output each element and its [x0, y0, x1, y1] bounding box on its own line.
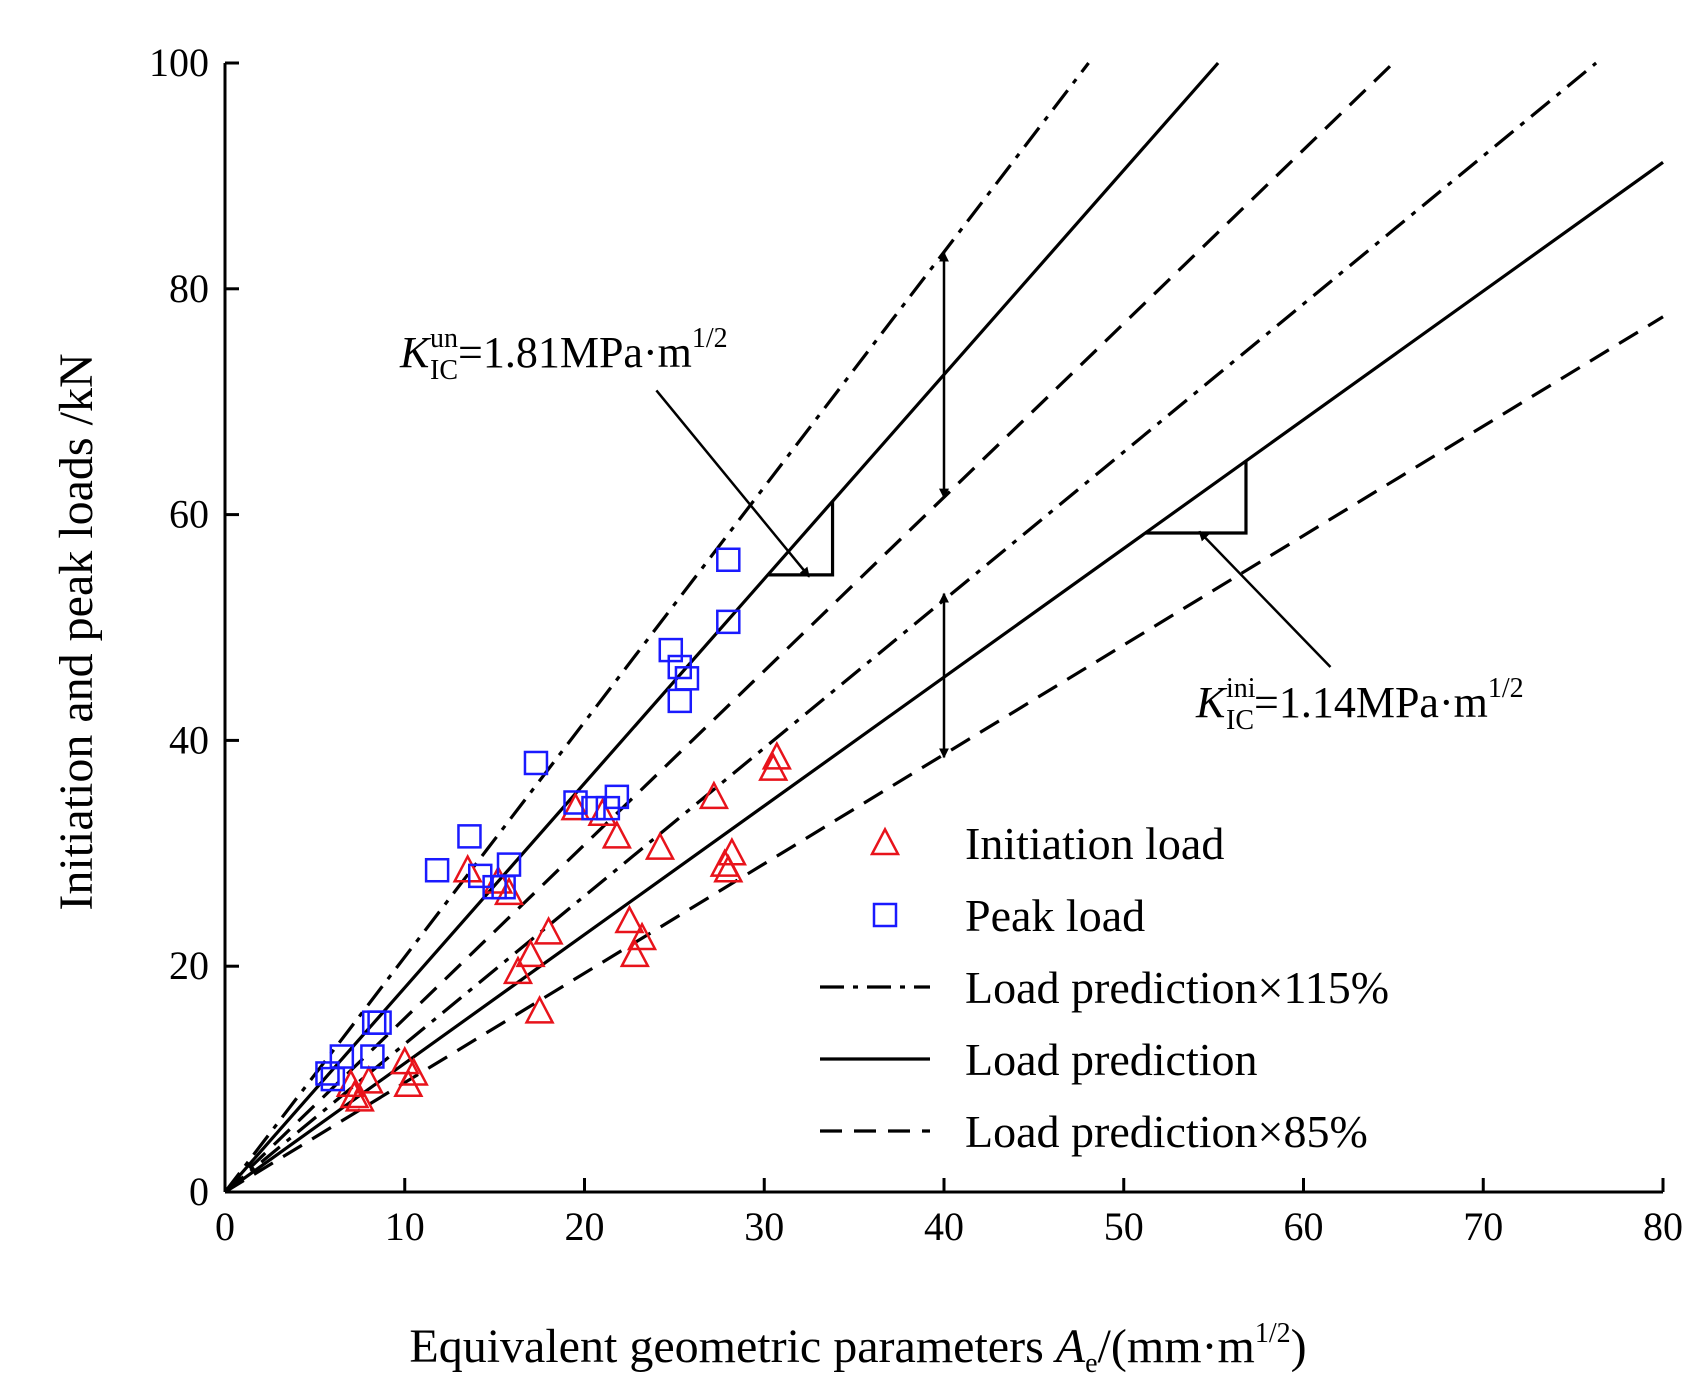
- legend-symbol-initiation: [869, 826, 901, 856]
- initiation-load-point: [398, 1057, 429, 1086]
- peak-load-point: [581, 795, 606, 821]
- x-axis-title-var: A: [1053, 1320, 1086, 1373]
- k-value: =1.14MPa·m: [1254, 678, 1488, 727]
- peak-load-point: [457, 824, 482, 849]
- initiation-load-point: [626, 921, 658, 951]
- k-subscript: IC: [1226, 705, 1254, 736]
- initiation-load-point: [515, 938, 546, 968]
- initiation-load-point: [524, 995, 555, 1024]
- x-axis-title: Equivalent geometric parameters Ae/(mm·m…: [409, 1318, 1306, 1379]
- x-tick-label: 10: [385, 1204, 425, 1249]
- prediction-line-un-dashed: [223, 61, 1395, 1194]
- axes: 0 10 20 30 40 50 60 70 80 0 20 40 60 80 100: [149, 40, 1683, 1249]
- peak-load-point: [315, 1061, 340, 1086]
- peak-load-point: [674, 666, 700, 691]
- x-tick-label: 50: [1104, 1204, 1144, 1249]
- initiation-load-point: [601, 820, 632, 849]
- peak-load-point: [667, 688, 693, 714]
- slope-triangle-ini: [1145, 460, 1248, 535]
- legend-label-peak: Peak load: [965, 890, 1145, 941]
- initiation-load-point: [713, 853, 744, 883]
- k-value: =1.81MPa·m: [458, 328, 692, 377]
- initiation-load-point: [761, 741, 792, 770]
- k-subscript: IC: [430, 355, 458, 386]
- prediction-line-ini-dashed: [224, 315, 1664, 1194]
- pointer-arrow-un: [655, 389, 811, 578]
- y-tick-label: 20: [169, 943, 209, 988]
- peak-load-point: [496, 852, 522, 877]
- initiation-load-point: [619, 938, 650, 968]
- x-axis-title-sub: e: [1085, 1348, 1097, 1379]
- peak-load-point: [716, 547, 741, 573]
- slope-triangle-un: [767, 501, 835, 577]
- k-symbol: K: [399, 328, 432, 377]
- initiation-load-point: [587, 797, 618, 827]
- legend-label-pred: Load prediction: [965, 1034, 1258, 1085]
- y-tick-label: 0: [189, 1169, 209, 1214]
- peak-load-point: [716, 609, 741, 635]
- initiation-load-point: [452, 853, 483, 883]
- k-ic-label-ini: Kini IC=1.14MPa·m1/2: [1195, 673, 1524, 736]
- y-axis-title: Initiation and peak loads /kN: [50, 353, 103, 910]
- x-tick-label: 60: [1284, 1204, 1324, 1249]
- initiation-load-point: [533, 916, 564, 945]
- legend-label-pred85: Load prediction×85%: [965, 1106, 1368, 1157]
- x-axis-title-unit: /(mm·m: [1098, 1320, 1255, 1373]
- x-tick-label: 40: [924, 1204, 964, 1249]
- initiation-load-point: [502, 955, 534, 985]
- y-tick-label: 80: [169, 266, 209, 311]
- x-axis-title-main: Equivalent geometric parameters: [409, 1320, 1055, 1373]
- prediction-line-un-solid: [223, 61, 1220, 1194]
- peak-load-point: [424, 857, 450, 883]
- k-superscript: ini: [1226, 673, 1256, 704]
- peak-load-point: [563, 790, 588, 815]
- initiation-load-point: [614, 904, 645, 934]
- peak-load-point: [329, 1044, 355, 1069]
- y-tick-label: 40: [169, 717, 209, 762]
- y-tick-label: 60: [169, 492, 209, 537]
- x-tick-label: 20: [565, 1204, 605, 1249]
- initiation-load-point: [353, 1065, 384, 1094]
- legend-label-pred115: Load prediction×115%: [965, 962, 1389, 1013]
- x-tick-label: 70: [1463, 1204, 1503, 1249]
- prediction-line-ini-dashdot: [223, 61, 1598, 1194]
- x-tick-label: 30: [744, 1204, 784, 1249]
- k-exponent: 1/2: [1488, 673, 1524, 704]
- k-symbol: K: [1195, 678, 1228, 727]
- pointer-arrow-ini: [1198, 530, 1332, 668]
- x-axis-title-close: ): [1291, 1320, 1307, 1373]
- peak-load-point: [367, 1010, 392, 1035]
- legend: Initiation load Peak load Load prediction×…: [820, 818, 1389, 1157]
- k-exponent: 1/2: [692, 323, 728, 354]
- legend-label-initiation: Initiation load: [965, 818, 1224, 869]
- k-ic-label-un: Kun IC=1.81MPa·m1/2: [399, 323, 728, 386]
- x-axis-title-sup: 1/2: [1255, 1318, 1291, 1349]
- initiation-load-point: [339, 1079, 370, 1109]
- data-markers: [315, 547, 792, 1112]
- y-tick-label: 100: [149, 40, 209, 85]
- k-superscript: un: [430, 323, 458, 354]
- initiation-load-point: [344, 1083, 375, 1112]
- x-tick-label: 80: [1643, 1204, 1683, 1249]
- initiation-load-point: [644, 831, 676, 860]
- peak-load-point: [604, 784, 630, 810]
- peak-load-point: [360, 1044, 385, 1069]
- initiation-load-point: [389, 1045, 420, 1075]
- initiation-load-point: [698, 780, 729, 810]
- prediction-line-un-dashdot: [223, 62, 1090, 1193]
- x-tick-label: 0: [215, 1204, 235, 1249]
- initiation-load-point: [716, 836, 747, 866]
- legend-symbol-peak: [872, 902, 898, 928]
- peak-load-point: [523, 750, 549, 776]
- peak-load-point: [658, 637, 684, 663]
